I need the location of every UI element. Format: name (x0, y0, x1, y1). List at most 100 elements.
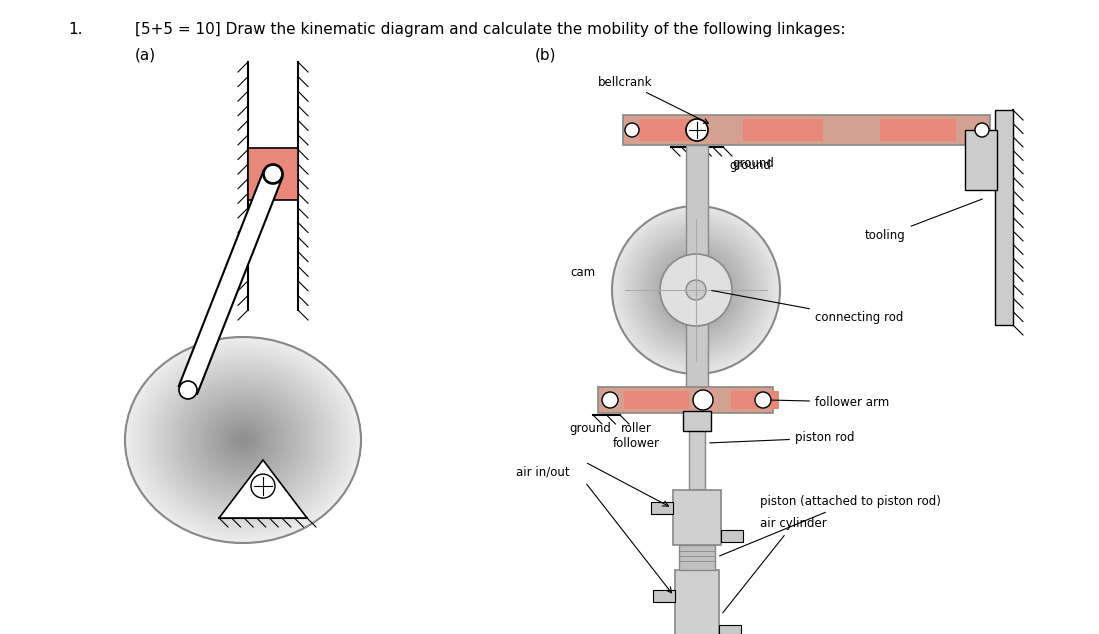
Ellipse shape (202, 404, 284, 476)
Text: 1.: 1. (68, 22, 82, 37)
Text: air cylinder: air cylinder (723, 517, 826, 613)
Circle shape (264, 165, 282, 183)
Circle shape (686, 119, 708, 141)
Circle shape (686, 280, 706, 300)
Circle shape (675, 269, 717, 311)
Circle shape (663, 257, 729, 323)
Bar (675, 570, 719, 634)
Ellipse shape (145, 354, 341, 526)
Ellipse shape (233, 431, 253, 449)
Circle shape (625, 123, 639, 137)
Circle shape (631, 225, 761, 354)
Ellipse shape (242, 439, 244, 441)
Circle shape (975, 123, 989, 137)
Circle shape (660, 254, 732, 326)
Ellipse shape (238, 436, 247, 444)
Ellipse shape (212, 413, 275, 467)
Text: tooling: tooling (865, 199, 983, 242)
Bar (598, 387, 773, 413)
Ellipse shape (166, 373, 320, 507)
Bar (623, 115, 990, 145)
Circle shape (629, 223, 763, 357)
Text: (a): (a) (135, 48, 156, 63)
Ellipse shape (214, 415, 271, 465)
Text: ground: ground (569, 422, 611, 435)
Circle shape (636, 230, 756, 350)
Bar (880, 119, 956, 141)
Text: roller
follower: roller follower (612, 422, 659, 450)
Circle shape (668, 262, 724, 318)
Ellipse shape (160, 368, 325, 512)
Circle shape (670, 264, 722, 316)
Ellipse shape (130, 341, 356, 539)
Ellipse shape (136, 347, 349, 533)
Ellipse shape (209, 410, 277, 470)
Bar (682, 411, 711, 431)
Ellipse shape (181, 386, 304, 494)
Bar (686, 145, 708, 400)
Bar (624, 391, 689, 409)
Circle shape (682, 276, 710, 304)
Circle shape (660, 254, 732, 326)
Circle shape (656, 250, 736, 330)
Ellipse shape (173, 378, 313, 501)
Text: connecting rod: connecting rod (712, 290, 903, 325)
Ellipse shape (142, 352, 344, 528)
Circle shape (639, 233, 754, 347)
Ellipse shape (133, 344, 353, 536)
Ellipse shape (224, 423, 263, 457)
Circle shape (251, 474, 275, 498)
Ellipse shape (148, 357, 337, 523)
Circle shape (653, 247, 739, 333)
Text: (b): (b) (535, 48, 556, 63)
Circle shape (689, 283, 702, 297)
Bar (689, 413, 704, 490)
Ellipse shape (236, 434, 251, 446)
Bar (721, 530, 743, 542)
Ellipse shape (230, 429, 256, 451)
Ellipse shape (185, 389, 301, 491)
Ellipse shape (154, 363, 332, 517)
Circle shape (685, 278, 708, 301)
Text: bellcrank: bellcrank (598, 75, 709, 123)
Ellipse shape (226, 426, 259, 454)
Ellipse shape (193, 397, 292, 483)
Circle shape (644, 238, 748, 342)
Circle shape (658, 252, 734, 328)
Bar (995, 110, 1013, 325)
Ellipse shape (188, 391, 299, 489)
Ellipse shape (200, 402, 287, 478)
Bar (653, 590, 675, 602)
Text: piston rod: piston rod (710, 432, 855, 444)
Circle shape (619, 213, 773, 366)
Ellipse shape (178, 384, 308, 496)
Text: [5+5 = 10] Draw the kinematic diagram and calculate the mobility of the followin: [5+5 = 10] Draw the kinematic diagram an… (135, 22, 845, 37)
Circle shape (641, 235, 751, 345)
Ellipse shape (221, 420, 265, 460)
Ellipse shape (218, 418, 268, 462)
Ellipse shape (197, 399, 289, 481)
Bar (639, 119, 701, 141)
Ellipse shape (157, 365, 329, 515)
Circle shape (648, 242, 744, 338)
Circle shape (651, 245, 741, 335)
Text: follower arm: follower arm (770, 396, 889, 408)
Polygon shape (219, 460, 307, 518)
Circle shape (614, 209, 778, 372)
Circle shape (612, 206, 780, 374)
Bar (248, 148, 298, 200)
Circle shape (695, 288, 698, 292)
Text: air in/out: air in/out (517, 465, 569, 479)
Circle shape (693, 390, 713, 410)
Circle shape (617, 211, 775, 369)
Circle shape (673, 266, 720, 313)
Ellipse shape (164, 370, 323, 510)
Ellipse shape (176, 381, 311, 499)
Circle shape (634, 228, 758, 353)
Circle shape (677, 271, 714, 309)
Ellipse shape (206, 407, 280, 473)
Circle shape (646, 240, 746, 340)
Circle shape (179, 381, 197, 399)
Ellipse shape (140, 349, 347, 531)
Bar (965, 130, 997, 190)
